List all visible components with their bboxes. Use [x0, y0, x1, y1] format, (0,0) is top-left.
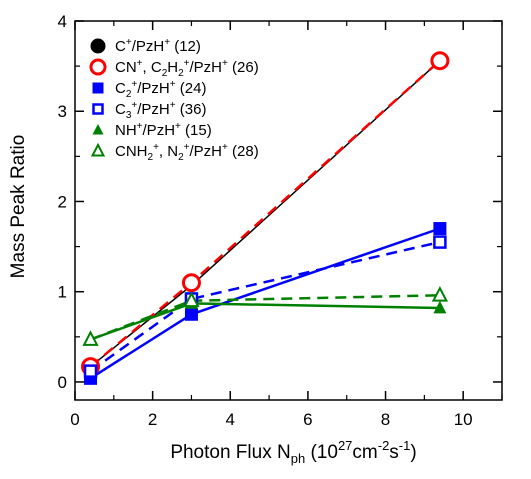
- data-point-c2: [433, 222, 447, 236]
- data-point-cnh2: [82, 330, 99, 346]
- y-tick-label: 0: [58, 373, 67, 392]
- legend-label-c2: C2+/PzH+ (24): [115, 79, 206, 100]
- data-point-nh: [433, 300, 447, 314]
- legend-label-cnh2: CNH2+, N2+/PzH+ (28): [115, 142, 259, 163]
- legend-marker-c: [90, 38, 106, 54]
- legend-marker-c3: [92, 103, 104, 115]
- y-tick-label: 4: [58, 12, 67, 31]
- data-point-cnh2: [431, 286, 449, 302]
- x-tick-label: 8: [381, 410, 390, 429]
- legend-marker-c2: [92, 82, 104, 94]
- plot-frame: [74, 20, 503, 401]
- data-point-cn: [181, 273, 201, 293]
- data-point-cnh2: [183, 291, 200, 308]
- data-point-c2: [184, 307, 198, 321]
- x-tick-label: 2: [148, 410, 157, 429]
- legend-label-c3: C3+/PzH+ (36): [115, 100, 206, 121]
- data-point-cn: [430, 51, 450, 71]
- y-tick-label: 1: [58, 283, 67, 302]
- data-point-c3: [433, 235, 447, 249]
- series-line-c3: [89, 240, 441, 373]
- legend-marker-cnh2: [90, 142, 106, 157]
- legend-label-cn: CN+, C2H2+/PzH+ (26): [115, 58, 259, 79]
- x-tick-label: 0: [70, 410, 79, 429]
- x-tick-label: 10: [454, 410, 473, 429]
- legend-label-nh: NH+/PzH+ (15): [115, 121, 212, 139]
- x-tick-label: 6: [303, 410, 312, 429]
- legend-label-c: C+/PzH+ (12): [115, 37, 201, 55]
- y-axis-title: Mass Peak Ratio: [8, 135, 29, 279]
- x-tick-label: 4: [226, 410, 235, 429]
- legend-marker-nh: [92, 123, 104, 135]
- data-point-c3: [83, 364, 98, 378]
- x-axis-title: Photon Flux Nph (1027cm-2s-1): [170, 438, 416, 466]
- y-tick-label: 2: [58, 192, 67, 211]
- y-tick-label: 3: [58, 102, 67, 121]
- series-line-c2: [89, 227, 441, 380]
- legend-marker-cn: [89, 58, 107, 76]
